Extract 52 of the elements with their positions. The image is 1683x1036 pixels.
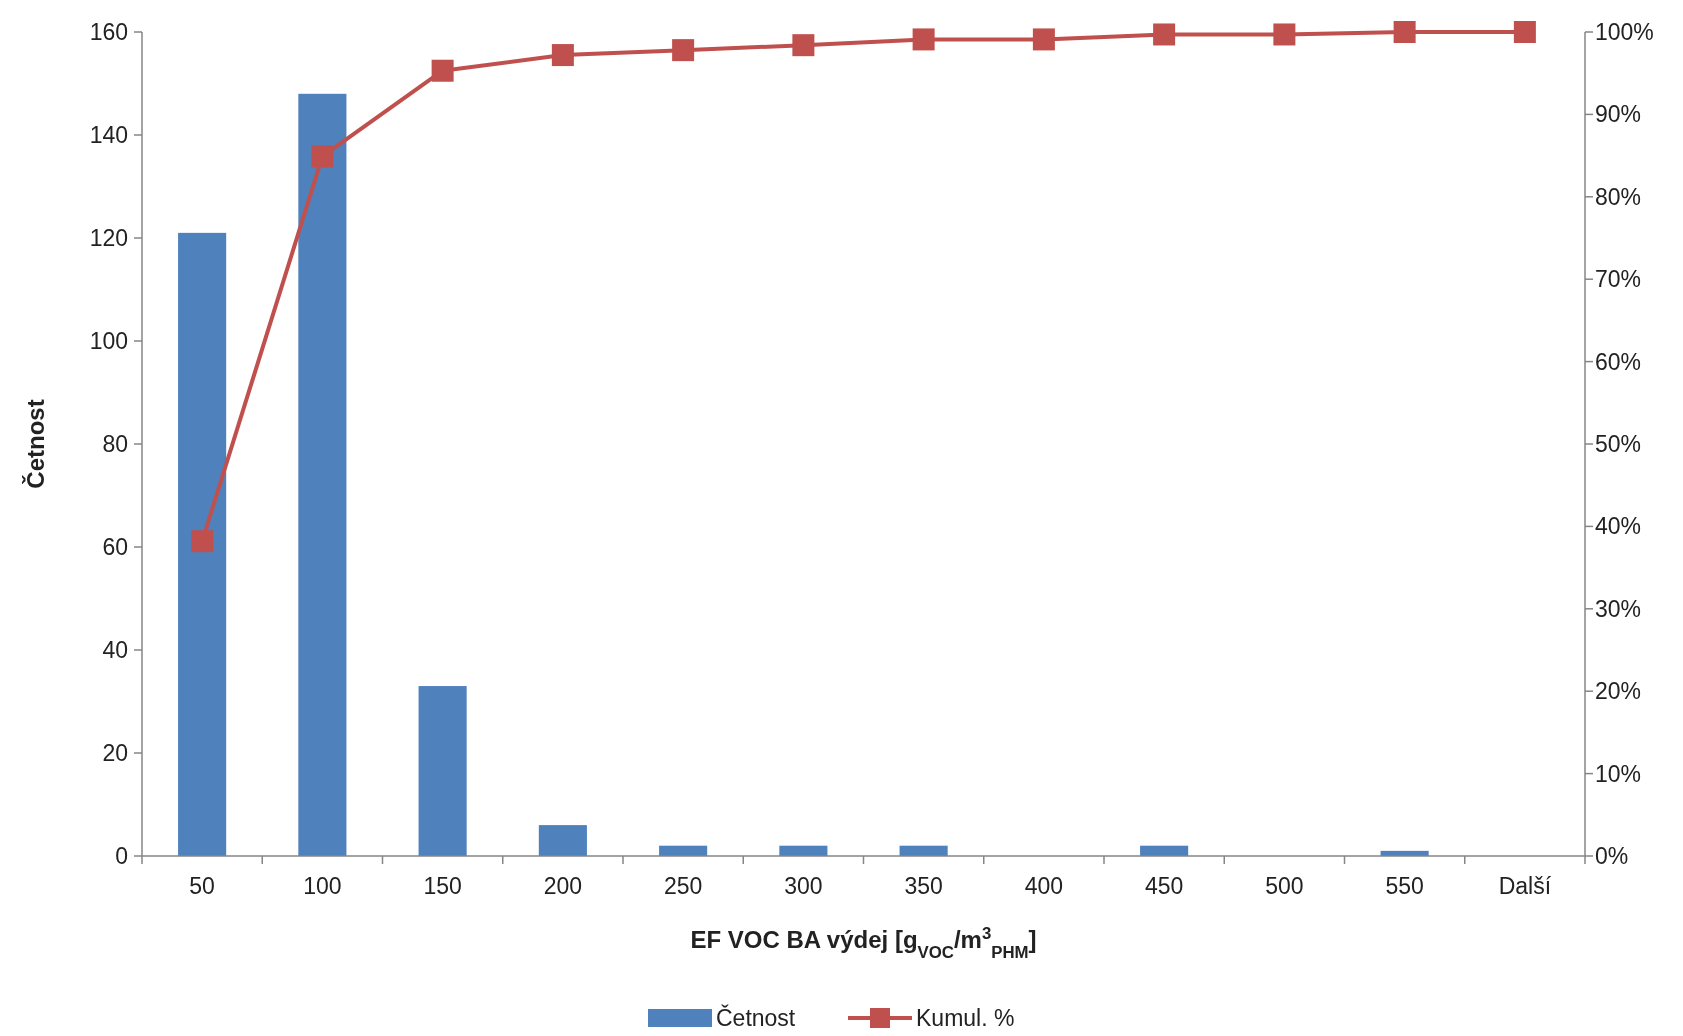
point bbox=[311, 145, 334, 168]
y2-tick-label: 60% bbox=[1595, 348, 1642, 375]
y-tick-label: 160 bbox=[89, 19, 128, 46]
y-tick-label: 20 bbox=[102, 740, 128, 767]
y-tick-label: 140 bbox=[89, 122, 128, 149]
point bbox=[1393, 21, 1416, 43]
y-tick-label: 100 bbox=[89, 328, 128, 355]
x-tick-label: 150 bbox=[423, 873, 462, 899]
y-tick-label: 120 bbox=[89, 225, 128, 252]
point bbox=[431, 59, 454, 82]
bar bbox=[418, 686, 467, 856]
y2-tick-label: 20% bbox=[1595, 678, 1642, 705]
x-tick-label: 350 bbox=[904, 873, 943, 899]
y2-tick-label: 70% bbox=[1595, 266, 1642, 293]
y2-tick-label: 10% bbox=[1595, 760, 1642, 787]
y-tick-label: 60 bbox=[102, 534, 128, 561]
y2-tick-label: 80% bbox=[1595, 183, 1642, 210]
y-tick-label: 0 bbox=[115, 843, 128, 870]
y-axis-title: Četnost bbox=[22, 399, 49, 489]
x-tick-label: 500 bbox=[1265, 873, 1304, 899]
y-tick-label: 40 bbox=[102, 637, 128, 664]
y2-tick-label: 50% bbox=[1595, 431, 1642, 458]
point bbox=[672, 39, 695, 62]
y2-tick-label: 30% bbox=[1595, 595, 1642, 622]
bar bbox=[178, 232, 227, 856]
x-tick-label: 450 bbox=[1144, 873, 1184, 899]
y-tick-label: 80 bbox=[102, 431, 128, 458]
point bbox=[551, 44, 574, 67]
y2-tick-label: 90% bbox=[1595, 101, 1642, 128]
y2-tick-label: 40% bbox=[1595, 513, 1642, 540]
x-tick-label: 50 bbox=[189, 873, 215, 899]
x-tick-label: 300 bbox=[784, 873, 823, 899]
x-tick-label: 200 bbox=[543, 873, 583, 899]
x-tick-label: Další bbox=[1498, 873, 1552, 899]
point bbox=[1513, 21, 1536, 43]
x-tick-label: 400 bbox=[1024, 873, 1064, 899]
legend-label: Kumul. % bbox=[916, 1005, 1015, 1032]
point bbox=[792, 34, 815, 57]
bar bbox=[298, 93, 347, 856]
y2-tick-label: 0% bbox=[1595, 843, 1629, 870]
x-tick-label: 250 bbox=[663, 873, 703, 899]
x-tick-label: 100 bbox=[303, 873, 342, 899]
x-tick-label: 550 bbox=[1385, 873, 1424, 899]
y2-tick-label: 100% bbox=[1595, 19, 1654, 46]
legend-label: Četnost bbox=[716, 1004, 796, 1032]
point bbox=[191, 530, 214, 553]
point bbox=[1032, 28, 1055, 51]
bar bbox=[538, 825, 587, 856]
x-axis-title: EF VOC BA výdej [g$_{VOC}$/m$^{3}$$_{PHM}$] bbox=[690, 923, 1037, 962]
point bbox=[912, 28, 935, 51]
point bbox=[1153, 23, 1176, 46]
point bbox=[1273, 23, 1296, 46]
